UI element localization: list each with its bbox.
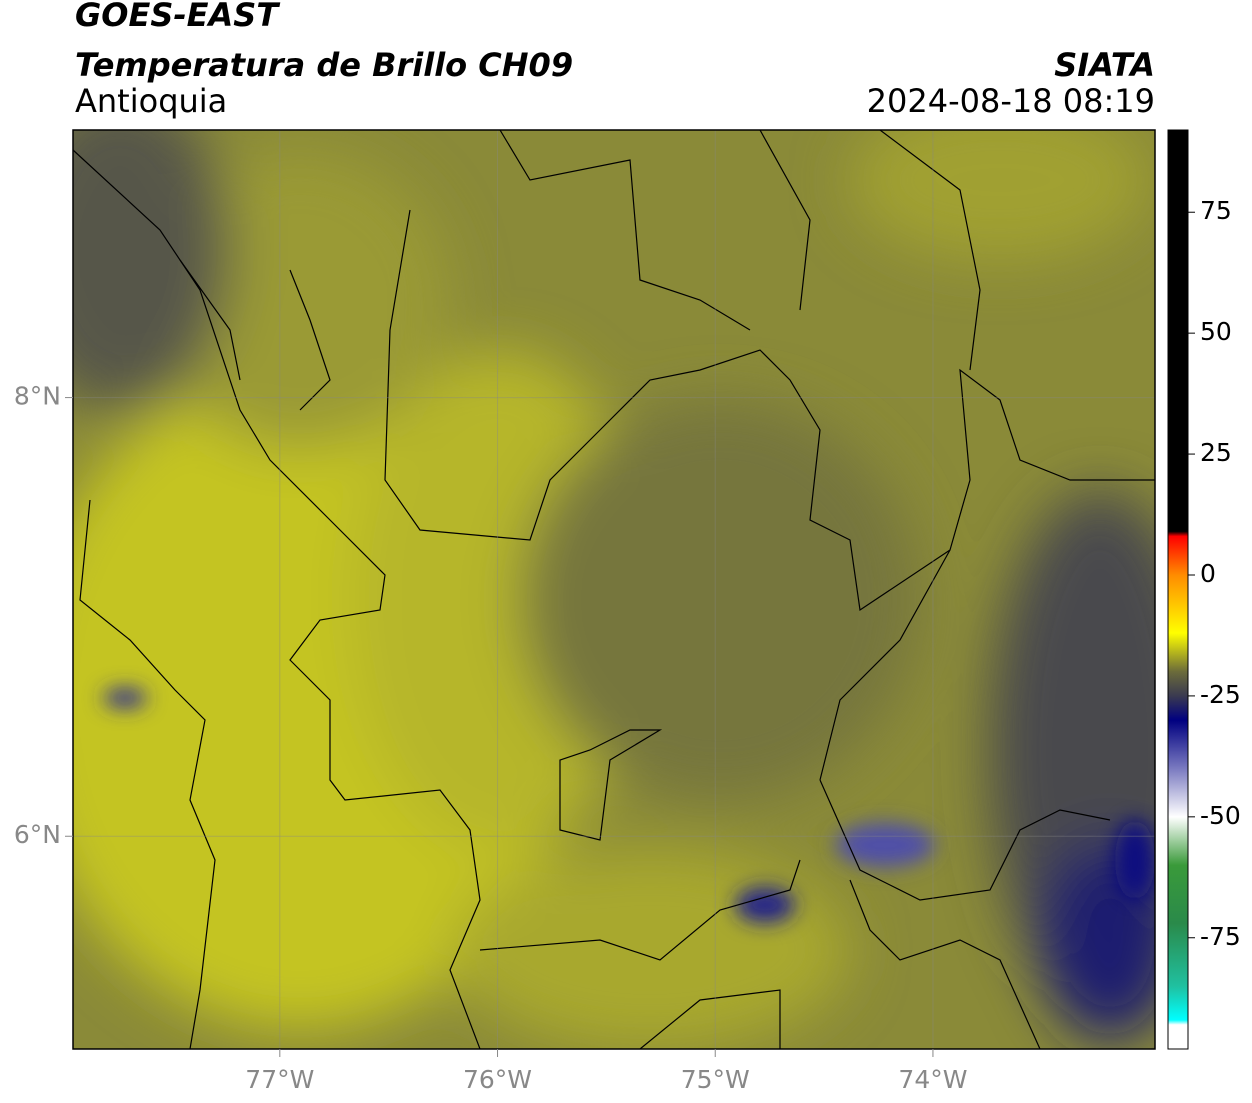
y-tick-label: 6°N — [14, 820, 61, 849]
title: GOES-EAST — [75, 0, 280, 34]
x-tick-label: 77°W — [245, 1065, 314, 1094]
imagery — [73, 130, 1155, 1049]
colorbar — [1167, 129, 1189, 1050]
region: Antioquia — [75, 82, 227, 120]
y-tick-label: 8°N — [14, 382, 61, 411]
map-frame — [72, 129, 1156, 1050]
colorbar-tick-label: -75 — [1200, 922, 1241, 951]
colorbar-tick-label: 50 — [1200, 317, 1232, 346]
subtitle: Temperatura de Brillo CH09 — [75, 46, 573, 84]
source: SIATA — [1054, 46, 1155, 84]
timestamp: 2024-08-18 08:19 — [867, 82, 1155, 120]
x-tick-label: 75°W — [681, 1065, 750, 1094]
colorbar-tick-label: -50 — [1200, 801, 1241, 830]
colorbar-tick-label: -25 — [1200, 680, 1241, 709]
x-tick-label: 74°W — [898, 1065, 967, 1094]
colorbar-tick-label: 25 — [1200, 438, 1232, 467]
x-tick-label: 76°W — [463, 1065, 532, 1094]
borders — [73, 130, 1155, 1049]
colorbar-tick-label: 75 — [1200, 196, 1232, 225]
colorbar-tick-label: 0 — [1200, 559, 1216, 588]
